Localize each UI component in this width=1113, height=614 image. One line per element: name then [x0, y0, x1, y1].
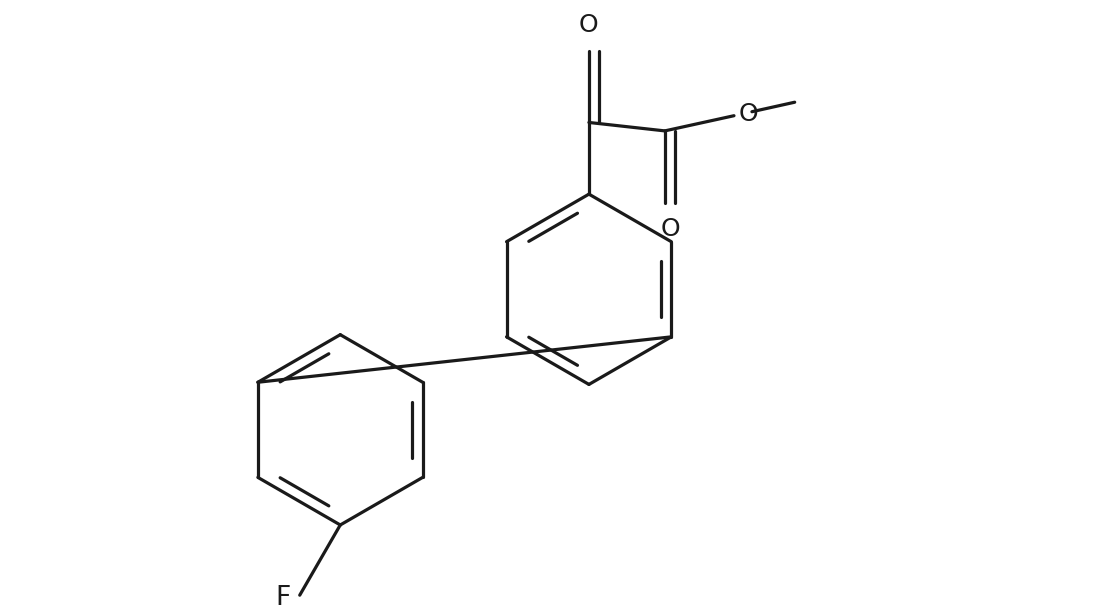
Text: O: O: [579, 13, 599, 37]
Text: F: F: [276, 585, 292, 612]
Text: O: O: [660, 217, 680, 241]
Text: O: O: [738, 101, 758, 125]
